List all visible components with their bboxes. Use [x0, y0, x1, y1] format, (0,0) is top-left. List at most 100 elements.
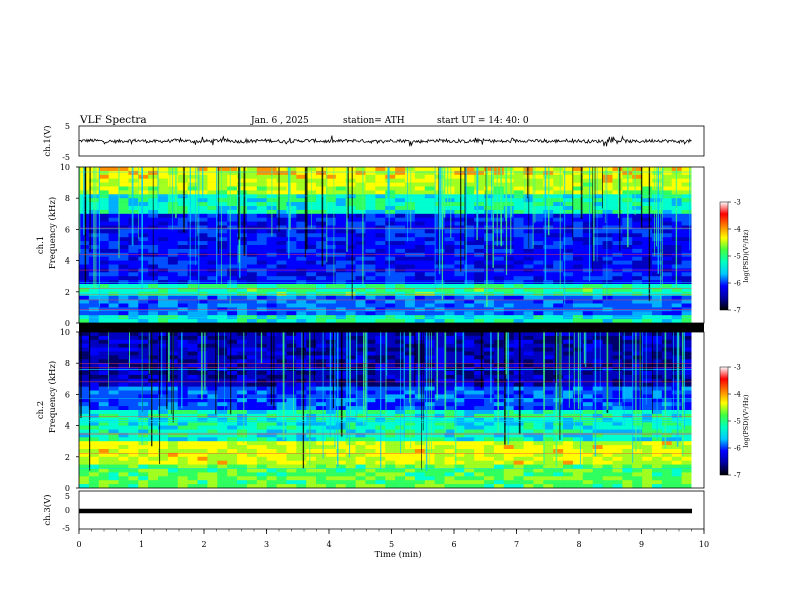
ch2-spectrogram-cell: [217, 460, 228, 465]
ch1-spectrogram-cell: [207, 311, 218, 316]
ch1-spectrogram-cell: [493, 276, 505, 281]
ch2-spectrogram-cell: [296, 339, 307, 344]
ch1-spectrogram-cell: [345, 272, 356, 277]
ch1-spectrogram-cell: [325, 213, 337, 218]
ch1-spectrogram-cell: [414, 287, 426, 293]
ch1-spectrogram-cell: [424, 202, 435, 207]
ch2-spectrogram-cell: [177, 351, 188, 356]
ch1-spectrogram-cell: [325, 299, 337, 304]
ch1-spectrogram-cell: [464, 264, 475, 269]
ch2-spectrogram-cell: [553, 394, 564, 399]
ch1-spectrogram-cell: [405, 272, 416, 277]
ch2-spectrogram-cell: [237, 343, 248, 348]
ch1-spectrogram-cell: [484, 237, 495, 242]
ch2-spectrogram-cell: [582, 410, 594, 415]
ch1-spectrogram-cell: [592, 260, 603, 265]
ch1-spectrogram-cell: [464, 182, 475, 187]
ch1-spectrogram-cell: [533, 280, 544, 285]
ch1-spectrogram-cell: [424, 256, 435, 261]
ch2-spectrogram-cell: [345, 433, 356, 438]
ch2-spectrogram-cell: [543, 445, 554, 450]
ch2-spectrogram-cell: [148, 476, 159, 481]
ch2-spectrogram-cell: [642, 456, 653, 461]
ch1-spectrogram-cell: [167, 213, 179, 218]
ch1-spectrogram-cell: [405, 287, 416, 293]
ch1-spectrogram-cell: [444, 319, 455, 324]
ch2-spectrogram-cell: [237, 413, 248, 419]
ch2-spectrogram-cell: [464, 410, 475, 415]
ch1-spectrogram-cell: [464, 268, 475, 273]
ch1-spectrogram-cell: [375, 284, 386, 289]
ch2-spectrogram-cell: [207, 410, 218, 415]
ch2-spectrogram-cell: [523, 445, 534, 450]
ch1-spectrogram-cell: [533, 248, 544, 254]
ch1-spectrogram-cell: [651, 170, 663, 176]
ch2-spectrogram-cell: [187, 476, 198, 481]
ch2-spectrogram-cell: [642, 359, 653, 364]
ch2-spectrogram-cell: [207, 351, 218, 356]
ch2-spectrogram-cell: [602, 480, 613, 485]
ch1-spectrogram-cell: [128, 276, 139, 281]
ch2-spectrogram-cell: [128, 410, 139, 415]
ch1-spectrogram-cell: [345, 245, 356, 250]
ch2-spectrogram-cell: [474, 456, 485, 461]
ch1-spectrogram-cell: [316, 280, 327, 285]
ch1-spectrogram-cell: [444, 225, 455, 230]
ch2-spectrogram-cell: [246, 363, 258, 368]
ch1-spectrogram-cell: [355, 233, 366, 238]
ch2-spectrogram-cell: [602, 421, 613, 426]
ch1-spectrogram-cell: [513, 190, 524, 195]
ch2-spectrogram-cell: [642, 402, 653, 407]
ch2-spectrogram-cell: [276, 437, 287, 442]
ch2-spectrogram-cell: [167, 464, 179, 469]
ch1-spectrogram-cell: [375, 268, 386, 273]
ch2-spectrogram-cell: [197, 460, 208, 465]
ch1-spectrogram-cell: [138, 303, 149, 308]
ch2-spectrogram-cell: [651, 449, 663, 454]
ch1-spectrogram-cell: [444, 194, 455, 199]
ch1-spectrogram-cell: [128, 221, 139, 226]
ch2-spectrogram-cell: [612, 402, 623, 407]
ch2-spectrogram-cell: [325, 468, 337, 473]
ch1-spectrogram-cell: [444, 229, 455, 234]
ch2-spectrogram-cell: [355, 413, 366, 419]
ch1-spectrogram-cell: [572, 186, 584, 191]
ch1-spectrogram-cell: [424, 311, 435, 316]
ch2-spectrogram-cell: [642, 394, 653, 399]
ch1-spectrogram-cell: [237, 233, 248, 238]
ch2-spectrogram-cell: [523, 413, 534, 419]
ch1-spectrogram-cell: [434, 276, 445, 281]
ch2-spectrogram-cell: [454, 371, 465, 376]
ch2-spectrogram-cell: [158, 456, 169, 461]
ch1-spectrogram-cell: [266, 287, 277, 293]
ch2-spectrogram-cell: [424, 359, 435, 364]
ch2-spectrogram-cell: [276, 382, 287, 387]
ch1-spectrogram-cell: [592, 319, 603, 324]
ch2-spectrogram-cell: [622, 363, 633, 368]
ch1-spectrogram-cell: [246, 213, 258, 218]
ch2-spectrogram-cell: [414, 421, 426, 426]
ch2-spectrogram-cell: [108, 347, 119, 352]
ch2-spectrogram-cell: [217, 402, 228, 407]
ch1-spectrogram-cell: [355, 198, 366, 203]
ch1-spectrogram-cell: [493, 186, 505, 191]
ch2-spectrogram-cell: [572, 456, 584, 461]
ch2-spectrogram-cell: [632, 460, 643, 465]
ch2-spectrogram-cell: [108, 402, 119, 407]
ch2-spectrogram-cell: [276, 472, 287, 477]
ch2-spectrogram-cell: [286, 410, 297, 415]
ch1-spectrogram-cell: [385, 217, 396, 222]
ch2-spectrogram-cell: [454, 452, 465, 458]
ch2-spectrogram-cell: [405, 425, 416, 430]
ch2-spectrogram-cell: [474, 464, 485, 469]
ch2-spectrogram-cell: [286, 480, 297, 485]
ch1-spectrogram-cell: [454, 198, 465, 203]
ch1-spectrogram-cell: [493, 311, 505, 316]
ch1-spectrogram-cell: [98, 217, 109, 222]
ch1-spectrogram-cell: [493, 319, 505, 324]
ch1-spectrogram-cell: [464, 198, 475, 203]
ch2-spectrogram-cell: [158, 421, 169, 426]
ch1-spectrogram-cell: [454, 264, 465, 269]
ch2-spectrogram-cell: [88, 472, 100, 477]
ch1-spectrogram-cell: [592, 213, 603, 218]
